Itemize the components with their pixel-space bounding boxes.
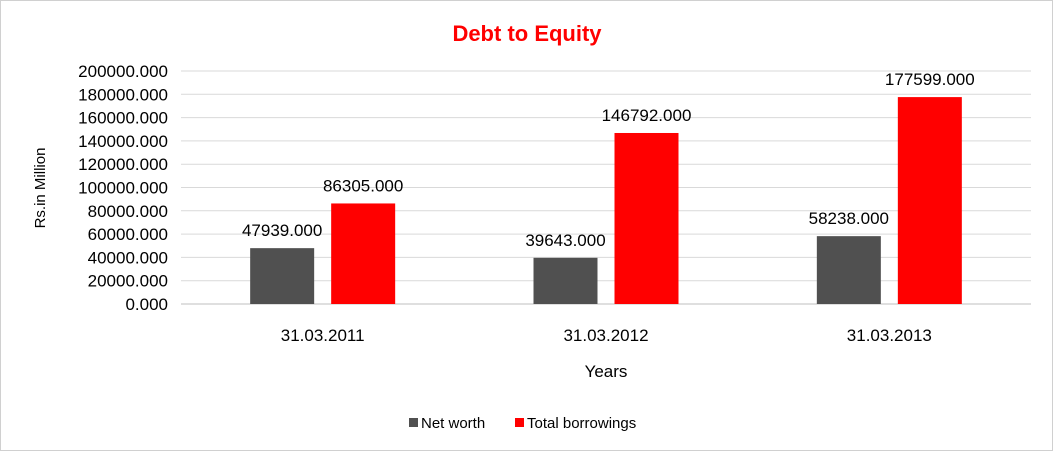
x-tick-label: 31.03.2013 xyxy=(847,326,932,345)
legend-swatch xyxy=(515,418,524,427)
data-label: 86305.000 xyxy=(323,176,403,195)
y-tick-label: 100000.000 xyxy=(78,179,168,198)
gridlines xyxy=(181,70,1031,305)
legend-label: Net worth xyxy=(421,415,485,432)
y-tick-label: 120000.000 xyxy=(78,155,168,174)
bars: 47939.000 86305.000 39643.000 146792.000 582… xyxy=(242,70,975,304)
legend-label: Total borrowings xyxy=(527,415,636,432)
y-tick-label: 160000.000 xyxy=(78,109,168,128)
y-tick-labels: 0.000 20000.000 40000.000 60000.000 80000.00… xyxy=(78,62,168,314)
data-label: 58238.000 xyxy=(809,209,889,228)
data-label: 47939.000 xyxy=(242,221,322,240)
bar-net-worth xyxy=(816,236,881,304)
legend-swatch xyxy=(409,418,418,427)
x-axis-label: Years xyxy=(585,362,628,381)
y-tick-label: 0.000 xyxy=(125,295,168,314)
y-tick-label: 60000.000 xyxy=(88,225,168,244)
y-tick-label: 140000.000 xyxy=(78,132,168,151)
x-tick-labels: 31.03.2011 31.03.2012 31.03.2013 xyxy=(281,326,932,345)
legend: Net worth Total borrowings xyxy=(409,415,636,432)
chart-title: Debt to Equity xyxy=(452,21,602,46)
bar-net-worth xyxy=(250,248,315,304)
data-label: 177599.000 xyxy=(885,70,975,89)
x-tick-label: 31.03.2012 xyxy=(563,326,648,345)
bar-total-borrowings xyxy=(897,97,962,304)
data-label: 39643.000 xyxy=(525,231,605,250)
bar-total-borrowings xyxy=(331,203,396,304)
bar-net-worth xyxy=(533,257,598,304)
y-axis-label: Rs.in Million xyxy=(32,148,49,229)
y-tick-label: 80000.000 xyxy=(88,202,168,221)
y-tick-label: 200000.000 xyxy=(78,62,168,81)
y-tick-label: 180000.000 xyxy=(78,85,168,104)
bar-total-borrowings xyxy=(614,132,679,304)
y-tick-label: 20000.000 xyxy=(88,272,168,291)
x-tick-label: 31.03.2011 xyxy=(281,326,365,345)
y-tick-label: 40000.000 xyxy=(88,248,168,267)
data-label: 146792.000 xyxy=(602,106,692,125)
